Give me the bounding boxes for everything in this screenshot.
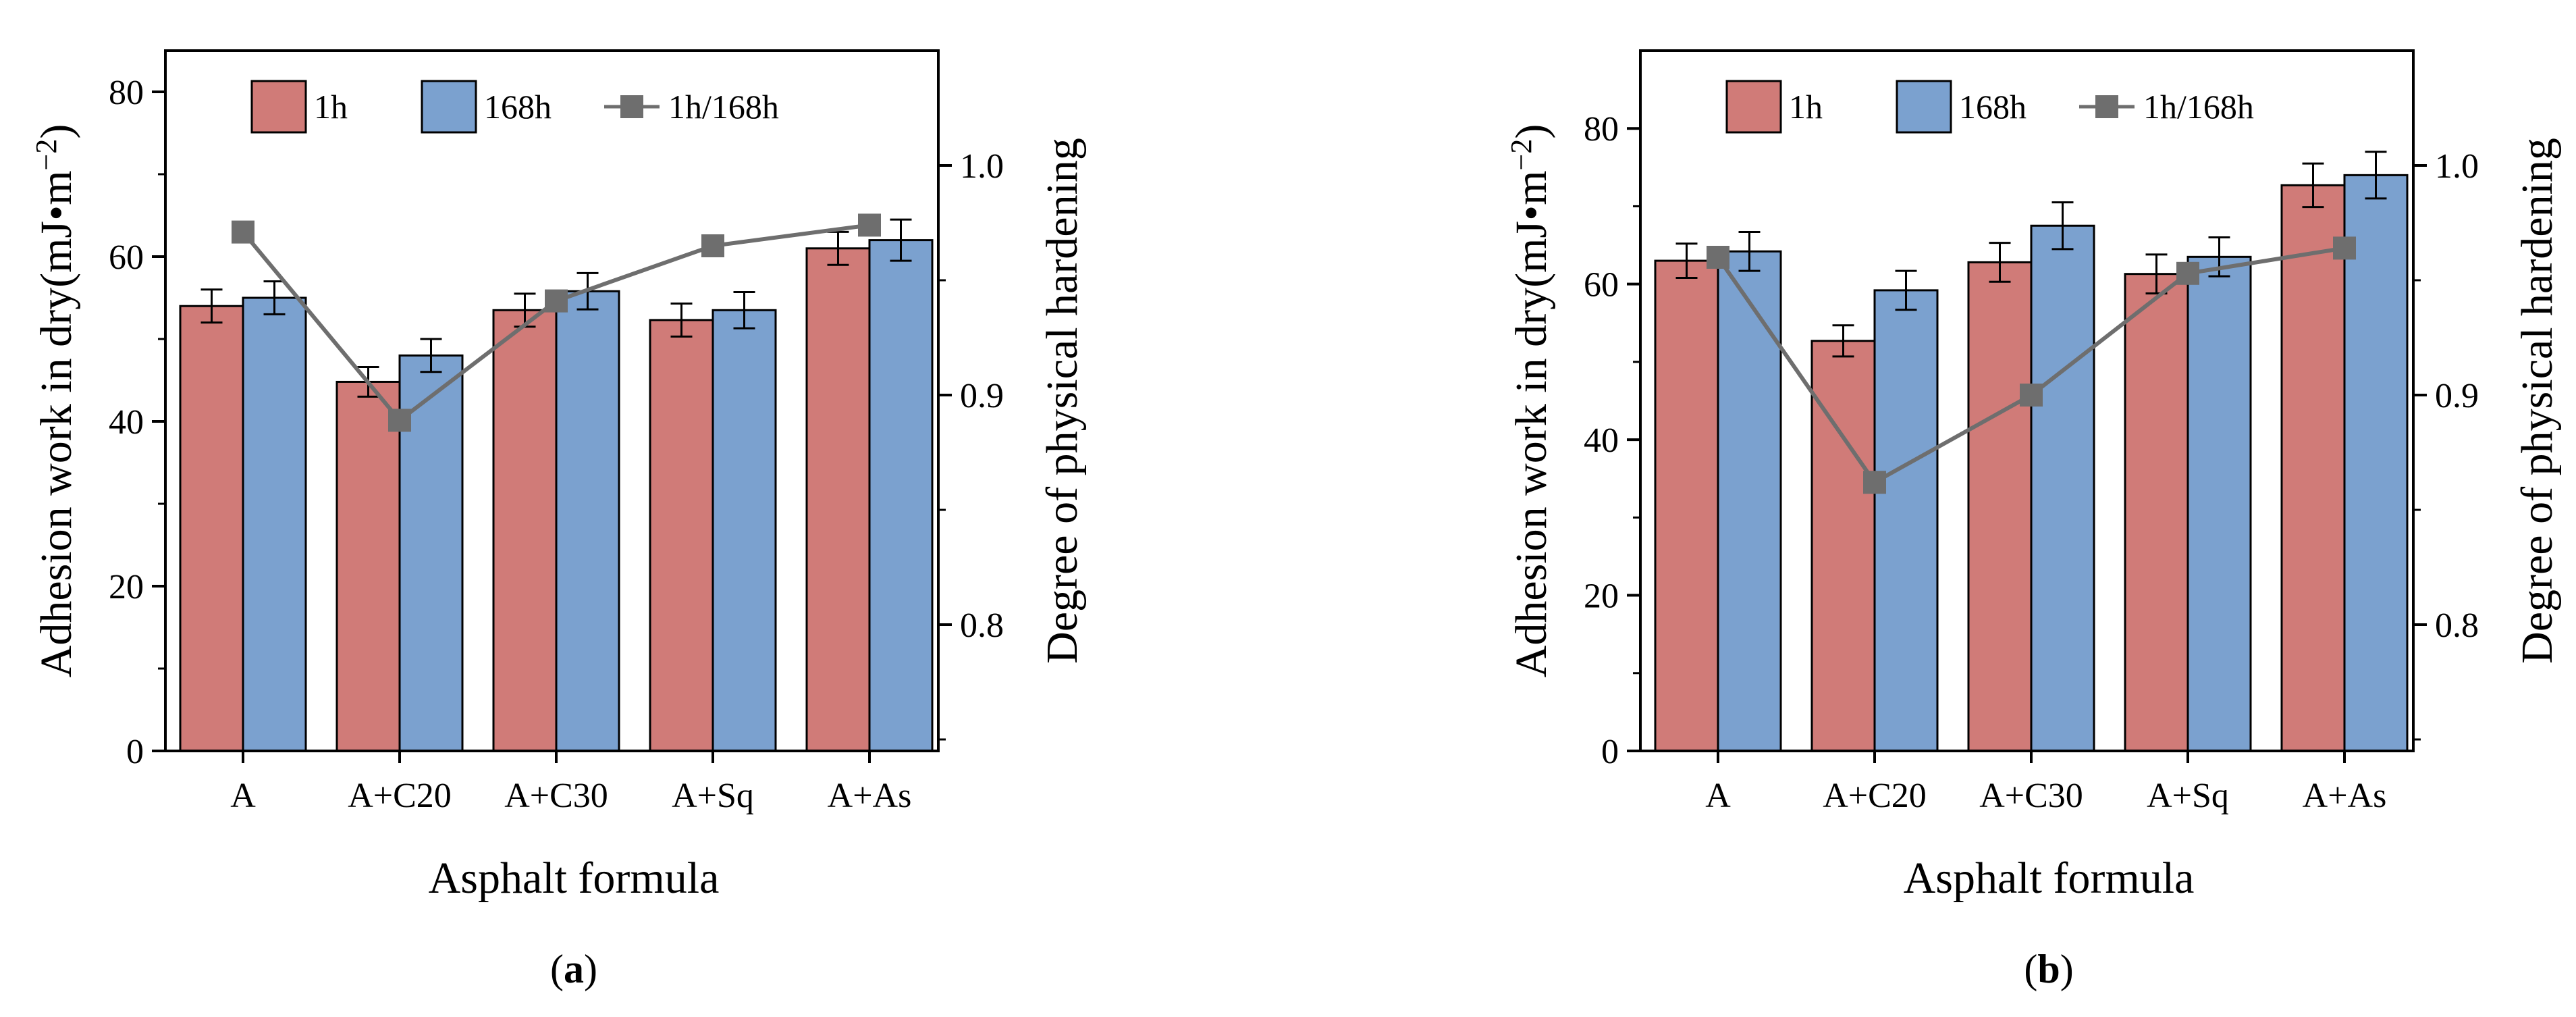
legend: 1h 168h 1h/168h	[250, 80, 779, 134]
plot-frame	[164, 49, 940, 752]
bar-1h-A	[179, 305, 244, 752]
panel-label: (a)	[550, 947, 597, 991]
panel-label-letter: a	[564, 947, 584, 991]
y2-tick-label: 1.0	[2435, 147, 2479, 186]
panel-label-open: (	[2024, 947, 2037, 991]
y-axis-label: Adhesion work in dry(mJ•m−2)	[1505, 124, 1556, 678]
y-axis-label-exponent: −2	[1505, 139, 1538, 171]
x-tick-label: A+C20	[1823, 777, 1927, 815]
point-1h/168h-A+C20	[1863, 471, 1886, 494]
y-tick-label: 40	[109, 403, 144, 442]
legend-label-1h: 1h	[1789, 88, 1823, 126]
bar-1h-A+C20	[336, 380, 401, 752]
y-tick-label: 40	[1584, 421, 1619, 460]
x-axis-label: Asphalt formula	[1904, 854, 2195, 903]
y-axis-label-close: )	[32, 124, 81, 139]
legend-label-1h: 1h	[314, 88, 348, 126]
bar-168h-A	[242, 296, 307, 752]
x-tick-label: A+As	[2303, 777, 2387, 815]
panel-label-close: )	[2060, 947, 2074, 991]
point-1h/168h-A+As	[2333, 236, 2356, 260]
y-tick-label: 0	[126, 733, 144, 771]
y-tick-label: 0	[1601, 733, 1619, 771]
bar-1h-A+As	[2280, 184, 2346, 752]
panel-label-close: )	[584, 947, 597, 991]
x-tick-label: A	[1705, 777, 1731, 815]
point-1h/168h-A	[232, 220, 254, 244]
bar-168h-A+C30	[555, 290, 620, 752]
bar-1h-A+Sq	[2124, 273, 2189, 752]
bar-1h-A+As	[805, 247, 871, 752]
y-axis-label-exponent: −2	[30, 139, 63, 171]
legend-label-168h: 168h	[484, 88, 552, 126]
y2-tick-label: 0.9	[960, 377, 1004, 415]
bar-168h-A	[1717, 250, 1782, 752]
point-1h/168h-A+C30	[2020, 384, 2043, 407]
bar-1h-A+C30	[492, 309, 558, 752]
x-tick-label: A+As	[828, 777, 912, 815]
legend-swatch-marker	[620, 95, 643, 118]
point-1h/168h-A+As	[858, 213, 881, 237]
bar-168h-A+C30	[2030, 224, 2095, 752]
chart-panel-b: 0 20 40 60 80 0.8 0.9 1.0 A A+C20 A+C30 A+Sq A+As Asp…	[1505, 49, 2562, 991]
panel-label-letter: b	[2037, 947, 2060, 991]
x-tick-label: A+Sq	[672, 777, 754, 815]
y2-axis-label: Degree of physical hardening	[2513, 138, 2562, 664]
y-axis-label-main: Adhesion work in dry(mJ•m	[1507, 170, 1556, 677]
y-axis-label-close: )	[1507, 124, 1556, 139]
legend-swatch-marker	[2095, 95, 2118, 118]
legend-swatch-1h	[1725, 80, 1782, 134]
plot-frame	[1639, 49, 2415, 752]
chart-panel-a: 0 20 40 60 80 0.8 0.9 1.0 A A+C20 A+C30 A+Sq A+As Asp…	[30, 49, 1087, 991]
y2-tick-label: 0.9	[2435, 377, 2479, 415]
y2-tick-label: 0.8	[960, 606, 1004, 645]
x-axis-label: Asphalt formula	[429, 854, 720, 903]
bar-168h-A+As	[868, 239, 934, 752]
bar-168h-A+Sq	[2186, 255, 2252, 752]
legend-label-ratio: 1h/168h	[668, 88, 779, 126]
y-axis-label-main: Adhesion work in dry(mJ•m	[32, 170, 81, 677]
legend-label-168h: 168h	[1959, 88, 2027, 126]
legend-swatch-1h	[250, 80, 307, 134]
y-tick-label: 80	[1584, 110, 1619, 149]
legend-swatch-168h	[1896, 80, 1952, 134]
y-tick-label: 20	[1584, 577, 1619, 616]
x-tick-label: A+C20	[348, 777, 452, 815]
point-1h/168h-A	[1707, 246, 1729, 269]
x-tick-label: A+C30	[504, 777, 608, 815]
y2-tick-label: 0.8	[2435, 606, 2479, 645]
bar-168h-A+As	[2343, 174, 2409, 752]
y-axis-label: Adhesion work in dry(mJ•m−2)	[30, 124, 81, 678]
y2-tick-label: 1.0	[960, 147, 1004, 186]
legend-swatch-168h	[421, 80, 477, 134]
panel-label: (b)	[2024, 947, 2073, 991]
legend: 1h 168h 1h/168h	[1725, 80, 2254, 134]
bar-1h-A+C30	[1967, 261, 2033, 752]
legend-label-ratio: 1h/168h	[2143, 88, 2254, 126]
panel-label-open: (	[550, 947, 564, 991]
bar-168h-A+Sq	[712, 309, 777, 752]
bar-1h-A	[1654, 259, 1719, 752]
point-1h/168h-A+Sq	[701, 234, 724, 257]
bar-168h-A+C20	[1873, 289, 1939, 752]
x-tick-label: A	[230, 777, 256, 815]
point-1h/168h-A+C20	[388, 409, 411, 432]
y2-axis-label: Degree of physical hardening	[1038, 138, 1087, 664]
y-tick-label: 20	[109, 568, 144, 606]
y-tick-label: 80	[109, 74, 144, 112]
y-tick-label: 60	[1584, 266, 1619, 305]
x-tick-label: A+Sq	[2147, 777, 2229, 815]
point-1h/168h-A+C30	[545, 289, 568, 313]
x-tick-label: A+C30	[1979, 777, 2083, 815]
bar-1h-A+Sq	[649, 319, 714, 752]
y-tick-label: 60	[109, 238, 144, 277]
point-1h/168h-A+Sq	[2176, 261, 2199, 285]
